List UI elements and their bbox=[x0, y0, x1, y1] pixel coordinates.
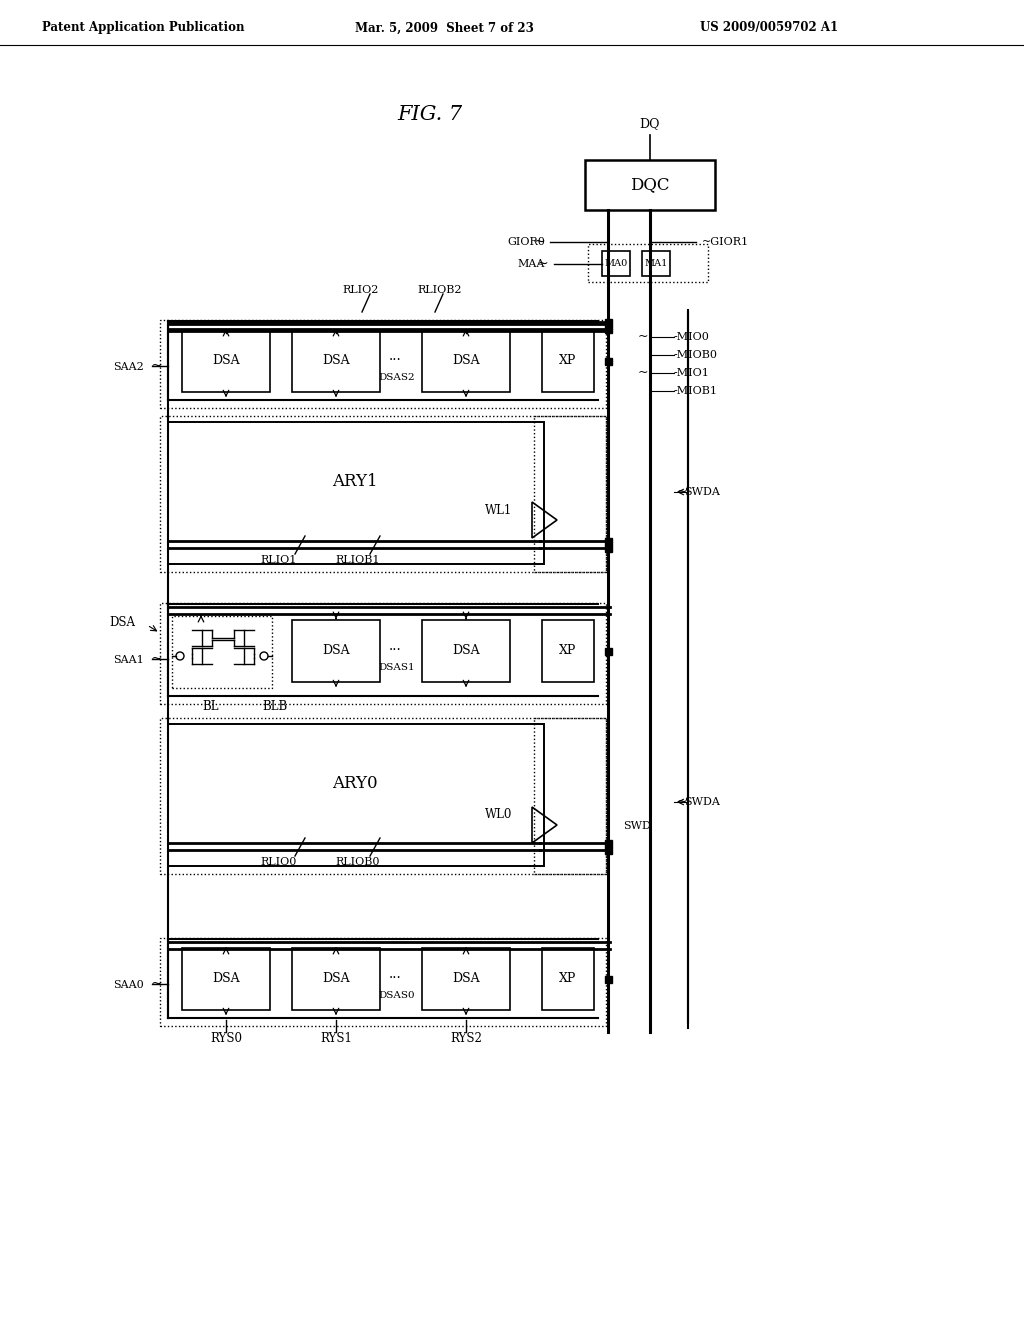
Text: DSA: DSA bbox=[453, 973, 480, 986]
Text: SWD: SWD bbox=[623, 821, 651, 832]
Bar bbox=[160, 603, 606, 704]
Text: WL0: WL0 bbox=[485, 808, 512, 821]
Text: GIOR0: GIOR0 bbox=[507, 238, 545, 247]
Bar bbox=[160, 319, 606, 408]
Bar bbox=[542, 620, 594, 682]
Text: MA1: MA1 bbox=[644, 259, 668, 268]
Bar bbox=[292, 620, 380, 682]
Text: ~: ~ bbox=[677, 484, 687, 498]
Bar bbox=[604, 846, 611, 854]
Text: MA0: MA0 bbox=[604, 259, 628, 268]
Bar bbox=[604, 544, 611, 552]
Text: RLIO2: RLIO2 bbox=[342, 285, 379, 294]
Text: Mar. 5, 2009  Sheet 7 of 23: Mar. 5, 2009 Sheet 7 of 23 bbox=[355, 21, 534, 34]
Text: WL1: WL1 bbox=[485, 503, 512, 516]
Text: RLIOB2: RLIOB2 bbox=[417, 285, 462, 294]
Text: BLB: BLB bbox=[262, 700, 288, 713]
Text: MAA: MAA bbox=[517, 259, 545, 269]
Text: DSAS2: DSAS2 bbox=[378, 372, 415, 381]
Text: DQC: DQC bbox=[630, 177, 670, 194]
Bar bbox=[604, 318, 611, 326]
Bar bbox=[292, 948, 380, 1010]
Text: Patent Application Publication: Patent Application Publication bbox=[42, 21, 245, 34]
Text: ~: ~ bbox=[638, 366, 648, 379]
Text: ~GIOR1: ~GIOR1 bbox=[702, 238, 750, 247]
Bar bbox=[160, 939, 606, 1026]
Bar bbox=[604, 326, 611, 333]
Bar bbox=[422, 948, 510, 1010]
Bar bbox=[604, 840, 611, 846]
Text: DQ: DQ bbox=[640, 117, 660, 131]
Text: -MIO0: -MIO0 bbox=[674, 333, 710, 342]
Bar bbox=[604, 537, 611, 545]
Text: DSA: DSA bbox=[453, 355, 480, 367]
Text: XP: XP bbox=[559, 644, 577, 657]
Text: SAA1: SAA1 bbox=[114, 655, 144, 665]
Bar bbox=[588, 244, 708, 282]
Text: RLIO1: RLIO1 bbox=[260, 554, 296, 565]
Text: ~: ~ bbox=[677, 795, 687, 808]
Text: DSA: DSA bbox=[453, 644, 480, 657]
Text: ...: ... bbox=[389, 968, 401, 981]
Bar bbox=[160, 416, 606, 572]
Text: ~: ~ bbox=[537, 257, 548, 271]
Bar bbox=[182, 948, 270, 1010]
Bar bbox=[534, 718, 606, 874]
Text: SAA0: SAA0 bbox=[114, 979, 144, 990]
Text: RLIOB0: RLIOB0 bbox=[335, 857, 380, 867]
Text: -MIOB0: -MIOB0 bbox=[674, 350, 718, 360]
Bar bbox=[602, 251, 630, 276]
Bar bbox=[542, 330, 594, 392]
Text: DSA: DSA bbox=[323, 355, 350, 367]
Bar bbox=[172, 616, 272, 688]
Text: -MIO1: -MIO1 bbox=[674, 368, 710, 378]
Bar bbox=[642, 251, 670, 276]
Bar bbox=[422, 620, 510, 682]
Text: US 2009/0059702 A1: US 2009/0059702 A1 bbox=[700, 21, 838, 34]
Text: ARY0: ARY0 bbox=[332, 775, 378, 792]
Bar bbox=[182, 330, 270, 392]
Bar bbox=[534, 416, 606, 572]
Text: RLIO0: RLIO0 bbox=[260, 857, 296, 867]
Text: DSAS1: DSAS1 bbox=[378, 663, 415, 672]
Text: -MIOB1: -MIOB1 bbox=[674, 385, 718, 396]
Text: RYS1: RYS1 bbox=[321, 1031, 352, 1044]
Bar bbox=[542, 948, 594, 1010]
Text: ~: ~ bbox=[534, 235, 545, 249]
Text: ~: ~ bbox=[150, 359, 162, 374]
Text: BL: BL bbox=[202, 700, 218, 713]
Text: RYS0: RYS0 bbox=[210, 1031, 242, 1044]
Bar bbox=[160, 718, 606, 874]
Text: XP: XP bbox=[559, 355, 577, 367]
Text: DSA: DSA bbox=[212, 355, 240, 367]
Bar bbox=[292, 330, 380, 392]
Bar bbox=[168, 422, 544, 564]
Text: ARY1: ARY1 bbox=[332, 473, 378, 490]
Text: SAA2: SAA2 bbox=[114, 362, 144, 372]
Text: FIG. 7: FIG. 7 bbox=[397, 106, 463, 124]
Bar bbox=[604, 975, 611, 982]
Text: DSA: DSA bbox=[323, 644, 350, 657]
Bar bbox=[604, 648, 611, 655]
Text: DSA: DSA bbox=[212, 973, 240, 986]
Text: DSA: DSA bbox=[323, 973, 350, 986]
Text: ~: ~ bbox=[150, 977, 162, 991]
Text: XP: XP bbox=[559, 973, 577, 986]
Text: ...: ... bbox=[389, 348, 401, 363]
Text: ~: ~ bbox=[150, 652, 162, 667]
Bar bbox=[604, 358, 611, 364]
Text: DSAS0: DSAS0 bbox=[378, 990, 415, 999]
Text: SWDA: SWDA bbox=[684, 797, 720, 807]
Bar bbox=[168, 723, 544, 866]
Text: RYS2: RYS2 bbox=[451, 1031, 482, 1044]
Text: SWDA: SWDA bbox=[684, 487, 720, 498]
Text: ~: ~ bbox=[638, 330, 648, 342]
Text: DSA: DSA bbox=[109, 615, 135, 628]
Bar bbox=[585, 160, 715, 210]
Bar bbox=[422, 330, 510, 392]
Text: ...: ... bbox=[389, 639, 401, 653]
Text: RLIOB1: RLIOB1 bbox=[335, 554, 380, 565]
